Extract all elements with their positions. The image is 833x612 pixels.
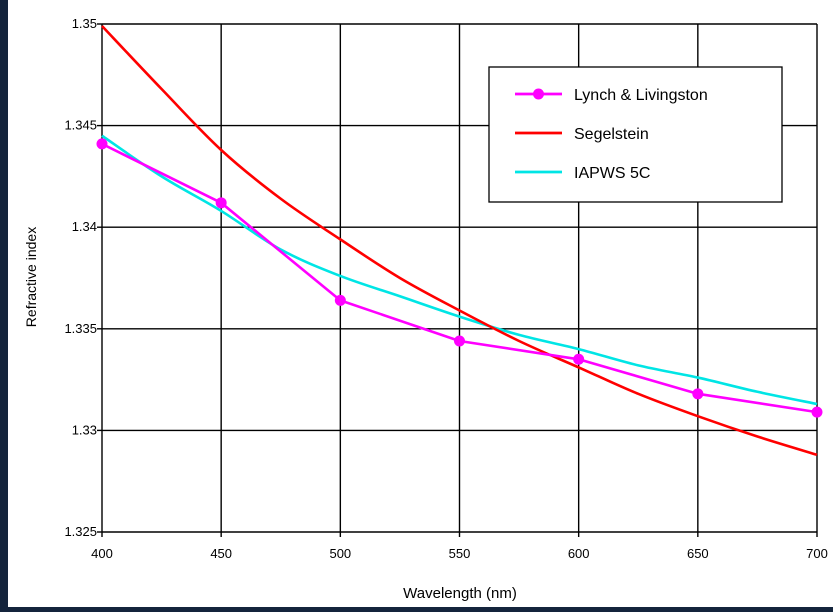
data-point-lynch-livingston <box>454 335 465 347</box>
data-point-lynch-livingston <box>334 294 346 306</box>
y-tick-label: 1.345 <box>64 118 97 133</box>
legend-label-iapws-5c: IAPWS 5C <box>574 165 650 182</box>
y-tick-label: 1.34 <box>72 219 97 234</box>
y-tick-label: 1.33 <box>72 422 97 437</box>
x-tick-label: 550 <box>449 546 471 561</box>
legend-label-segelstein: Segelstein <box>574 126 649 143</box>
grid-lines <box>97 23 818 537</box>
y-tick-label: 1.335 <box>64 321 97 336</box>
legend-marker-lynch-livingston <box>533 88 544 100</box>
tick-labels: 400 450 500 550 600 650 700 1.325 1.33 1.335 1.34 1… <box>64 16 827 561</box>
x-tick-label: 500 <box>329 546 351 561</box>
data-point-lynch-livingston <box>692 388 704 400</box>
x-axis-label: Wavelength (nm) <box>403 585 517 602</box>
y-tick-label: 1.35 <box>72 16 97 31</box>
y-axis-label: Refractive index <box>23 227 39 327</box>
series-line-iapws-5c <box>101 134 818 406</box>
data-point-lynch-livingston <box>573 353 585 365</box>
x-tick-label: 450 <box>210 546 232 561</box>
series-line-segelstein <box>101 25 818 457</box>
y-tick-label: 1.325 <box>64 524 97 539</box>
data-point-lynch-livingston <box>811 406 823 418</box>
data-point-lynch-livingston <box>96 138 108 150</box>
x-tick-label: 700 <box>806 546 828 561</box>
legend: Lynch & Livingston Segelstein IAPWS 5C <box>488 66 783 203</box>
x-tick-label: 400 <box>91 546 113 561</box>
x-tick-label: 600 <box>568 546 590 561</box>
legend-label-lynch-livingston: Lynch & Livingston <box>574 87 708 104</box>
series-lines <box>96 25 823 457</box>
x-tick-label: 650 <box>687 546 709 561</box>
data-point-lynch-livingston <box>215 197 227 209</box>
